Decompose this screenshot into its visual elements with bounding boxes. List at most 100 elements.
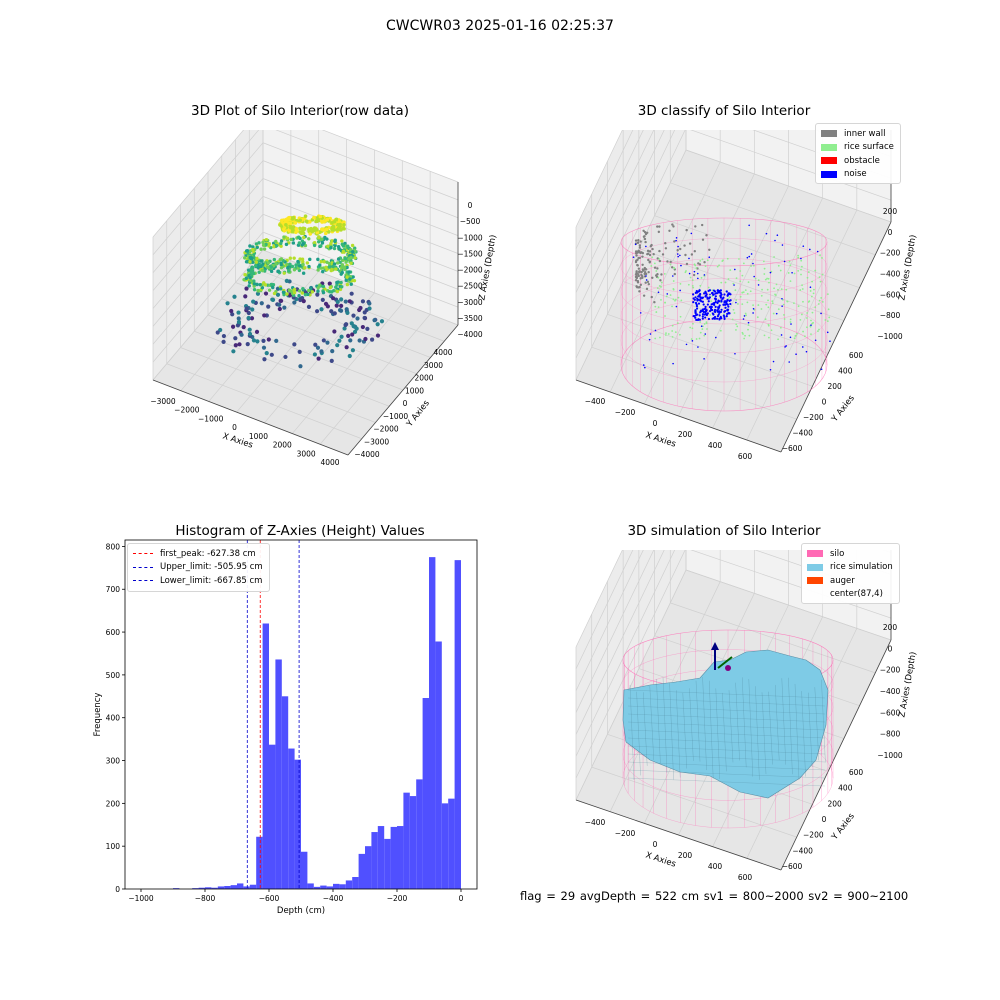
surface-point bbox=[765, 303, 768, 306]
surface-point bbox=[741, 331, 744, 334]
data-point bbox=[352, 329, 358, 334]
surface-point bbox=[702, 325, 704, 328]
x-tick-label: −400 bbox=[323, 894, 344, 903]
noise-point bbox=[788, 361, 791, 363]
data-point bbox=[332, 228, 336, 232]
data-point bbox=[334, 303, 339, 308]
x-tick-label: 1000 bbox=[249, 432, 268, 441]
grid-line bbox=[575, 550, 655, 713]
data-point bbox=[281, 290, 286, 295]
histogram-bar bbox=[333, 883, 340, 889]
noise-point bbox=[765, 232, 768, 235]
x-tick-label: −800 bbox=[195, 894, 216, 903]
surface-point bbox=[797, 305, 800, 308]
surface-point bbox=[812, 292, 815, 295]
wall-point bbox=[705, 234, 708, 237]
lower-limit-line-swatch bbox=[133, 580, 153, 582]
histogram-bar bbox=[397, 826, 404, 889]
surface-point bbox=[735, 323, 738, 326]
wall-point bbox=[664, 247, 668, 250]
surface-mesh-line bbox=[627, 721, 826, 731]
data-point bbox=[307, 227, 311, 232]
wall-point bbox=[652, 252, 655, 256]
data-point bbox=[260, 286, 265, 290]
z-tick-label: 200 bbox=[883, 207, 898, 216]
surface-point bbox=[752, 304, 754, 307]
data-point bbox=[326, 244, 330, 248]
data-point bbox=[250, 307, 255, 312]
data-point bbox=[246, 310, 251, 316]
data-point bbox=[347, 270, 351, 274]
noise-point bbox=[719, 310, 723, 314]
simulation-legend: silo rice simulation auger center(87,4) bbox=[801, 543, 900, 604]
noise-point bbox=[705, 309, 708, 312]
surface-point bbox=[777, 308, 780, 311]
y-tick-label: 4000 bbox=[433, 348, 452, 357]
x-axis-label: X Axies bbox=[644, 850, 677, 869]
z-tick-label: 0 bbox=[468, 201, 473, 210]
data-point bbox=[324, 227, 329, 232]
data-point bbox=[272, 257, 277, 262]
data-point bbox=[249, 278, 253, 283]
noise-point bbox=[645, 245, 647, 248]
noise-swatch bbox=[821, 170, 837, 178]
histogram-bar bbox=[339, 884, 346, 889]
data-point bbox=[270, 297, 276, 302]
x-tick-label: −2000 bbox=[174, 406, 200, 415]
wall-point bbox=[634, 278, 638, 282]
surface-point bbox=[799, 318, 802, 321]
surface-point bbox=[711, 289, 714, 292]
surface-point bbox=[654, 337, 657, 340]
surface-point bbox=[676, 322, 679, 325]
surface-point bbox=[767, 299, 769, 302]
y-tick-label: −2000 bbox=[373, 425, 399, 434]
legend-item-first-peak: first_peak: -627.38 cm bbox=[133, 547, 263, 561]
grid-line bbox=[654, 215, 860, 289]
noise-point bbox=[820, 312, 822, 315]
noise-point bbox=[696, 299, 699, 302]
grid-line bbox=[644, 173, 755, 405]
surface-point bbox=[752, 264, 755, 267]
noise-point bbox=[781, 305, 783, 307]
wall-point bbox=[669, 260, 672, 263]
data-point bbox=[339, 303, 344, 309]
grid-line bbox=[575, 130, 686, 359]
surface-point bbox=[724, 281, 727, 284]
wall-point bbox=[653, 301, 656, 304]
wall-point bbox=[666, 260, 669, 263]
data-point bbox=[327, 265, 331, 269]
wall-point bbox=[639, 240, 642, 243]
y-tick-label: 200 bbox=[106, 799, 121, 808]
data-point bbox=[339, 334, 344, 339]
grid-line bbox=[575, 149, 687, 381]
data-point bbox=[285, 292, 289, 296]
data-point bbox=[292, 256, 296, 260]
noise-point bbox=[729, 293, 732, 296]
noise-point bbox=[734, 352, 736, 355]
data-point bbox=[334, 217, 339, 222]
noise-point bbox=[709, 305, 712, 308]
data-point bbox=[319, 266, 323, 270]
z-tick-label: −200 bbox=[880, 666, 901, 675]
noise-point bbox=[672, 362, 674, 365]
data-point bbox=[245, 342, 250, 347]
legend-item-rice-surface: rice surface bbox=[821, 141, 894, 155]
surface-point bbox=[802, 300, 804, 303]
noise-point bbox=[809, 286, 812, 288]
grid-line bbox=[575, 550, 676, 757]
noise-point bbox=[693, 315, 696, 318]
data-point bbox=[300, 257, 305, 261]
data-point bbox=[327, 281, 332, 286]
noise-point bbox=[704, 294, 708, 297]
silo-swatch bbox=[807, 550, 823, 558]
histogram-bar bbox=[352, 877, 359, 889]
noise-point bbox=[634, 243, 637, 246]
wall-point bbox=[661, 253, 665, 256]
noise-point bbox=[675, 239, 677, 242]
data-point bbox=[357, 338, 362, 343]
data-point bbox=[316, 257, 320, 262]
noise-point bbox=[696, 272, 699, 275]
x-tick-label: 400 bbox=[708, 862, 723, 871]
x-tick-label: 0 bbox=[653, 840, 658, 849]
